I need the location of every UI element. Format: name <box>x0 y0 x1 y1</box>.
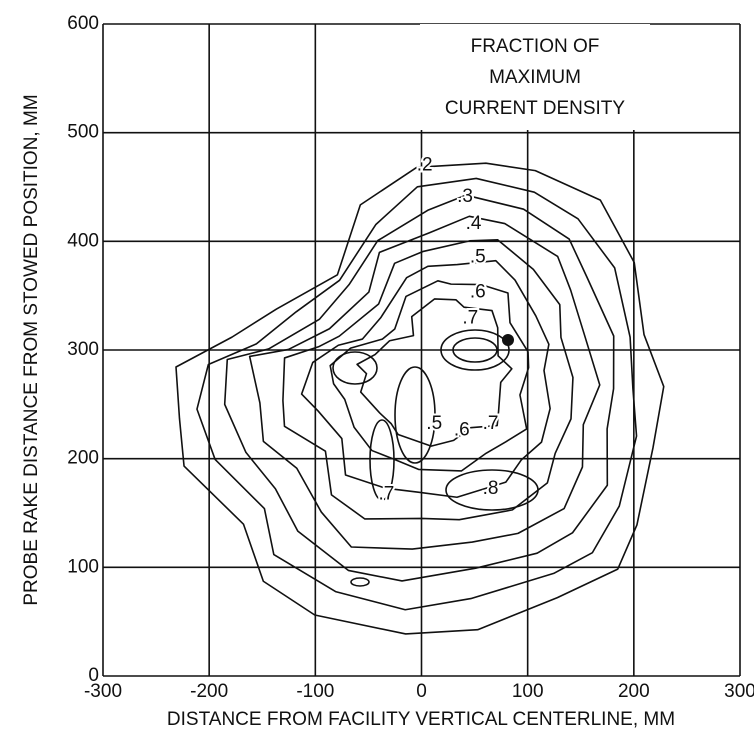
contour-label: .7 <box>379 484 395 505</box>
legend-box <box>420 24 650 130</box>
legend-title: CURRENT DENSITY <box>445 98 625 119</box>
y-axis-label: PROBE RAKE DISTANCE FROM STOWED POSITION… <box>21 94 42 605</box>
x-tick-label: -200 <box>190 681 228 702</box>
x-tick-label: 100 <box>512 681 544 702</box>
x-tick-label: -100 <box>296 681 334 702</box>
contour-line <box>300 259 551 499</box>
contour-line <box>394 366 436 464</box>
x-tick-label: 0 <box>416 681 427 702</box>
contour-line <box>369 419 395 501</box>
contour-label: .7 <box>483 413 499 434</box>
y-tick-label: 600 <box>67 13 99 34</box>
contour-label: .3 <box>457 186 473 207</box>
x-axis-label: DISTANCE FROM FACILITY VERTICAL CENTERLI… <box>167 709 675 730</box>
contour-label: .4 <box>466 213 482 234</box>
contour-line <box>175 162 665 635</box>
contour-label: .2 <box>417 154 433 175</box>
contour-line <box>223 194 615 582</box>
contour-line <box>329 279 530 472</box>
contour-line <box>196 177 638 611</box>
y-tick-label: 100 <box>67 556 99 577</box>
x-tick-label: 200 <box>618 681 650 702</box>
y-tick-label: 500 <box>67 122 99 143</box>
contour-line <box>282 239 574 521</box>
contour-spot <box>502 334 514 346</box>
contour-label: .7 <box>462 308 478 329</box>
y-tick-label: 300 <box>67 339 99 360</box>
y-tick-label: 0 <box>88 665 99 686</box>
contour-line <box>350 577 370 587</box>
contour-label: .5 <box>426 413 442 434</box>
contour-label: .8 <box>483 478 499 499</box>
contour-label: .6 <box>470 281 486 302</box>
legend-title: FRACTION OF <box>471 36 600 57</box>
contour-line <box>445 469 539 511</box>
x-tick-label: -300 <box>84 681 122 702</box>
legend-title: MAXIMUM <box>489 67 581 88</box>
contour-label: .6 <box>454 419 470 440</box>
contour-line <box>332 351 378 385</box>
contour-label: .5 <box>470 247 486 268</box>
x-tick-label: 300 <box>724 681 754 702</box>
y-tick-label: 400 <box>67 230 99 251</box>
y-tick-label: 200 <box>67 448 99 469</box>
contour-line <box>248 215 601 550</box>
contour-line <box>356 298 513 447</box>
